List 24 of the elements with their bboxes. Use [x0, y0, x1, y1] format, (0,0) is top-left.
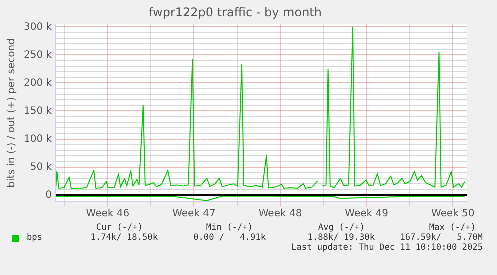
y-tick-label: 100 k: [24, 134, 52, 145]
x-tick-label: Week 49: [345, 208, 388, 220]
y-tick-label: 200 k: [24, 78, 52, 89]
text: 1.88k/ 19.30k: [308, 233, 375, 243]
y-tick-label: 250 k: [24, 50, 52, 61]
chart-title: fwpr122p0 traffic - by month: [149, 5, 322, 20]
y-tick-label: 0: [46, 190, 52, 201]
x-tick-label: Week 47: [172, 208, 216, 220]
y-axis-title: bits in (-) / out (+) per second: [6, 38, 18, 188]
y-tick-label: 50 k: [30, 162, 52, 173]
text: Max (-/+): [429, 223, 476, 233]
text: Min (-/+): [206, 223, 253, 233]
x-tick-label: Week 46: [86, 208, 130, 220]
text: 0.00 / 4.91k: [194, 233, 266, 243]
text: 1.74k/ 18.50k: [90, 233, 158, 243]
x-tick-label: Week 50: [431, 208, 475, 220]
text: Cur (-/+): [96, 223, 143, 233]
y-tick-label: 300 k: [24, 22, 52, 33]
legend-label: bps: [27, 233, 43, 243]
text: Last update: Thu Dec 11 10:10:00 2025: [292, 243, 483, 253]
x-tick-label: Week 48: [258, 208, 302, 220]
text: 167.59k/ 5.70M: [400, 233, 483, 243]
text: Avg (-/+): [318, 223, 365, 233]
y-tick-label: 150 k: [24, 106, 52, 117]
